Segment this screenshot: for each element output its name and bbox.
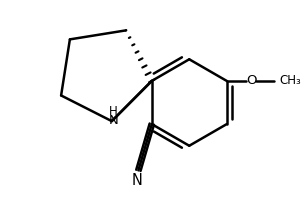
- Text: O: O: [246, 74, 256, 87]
- Text: N: N: [132, 173, 142, 188]
- Text: CH₃: CH₃: [279, 74, 301, 87]
- Text: H: H: [109, 105, 118, 118]
- Text: N: N: [108, 114, 118, 127]
